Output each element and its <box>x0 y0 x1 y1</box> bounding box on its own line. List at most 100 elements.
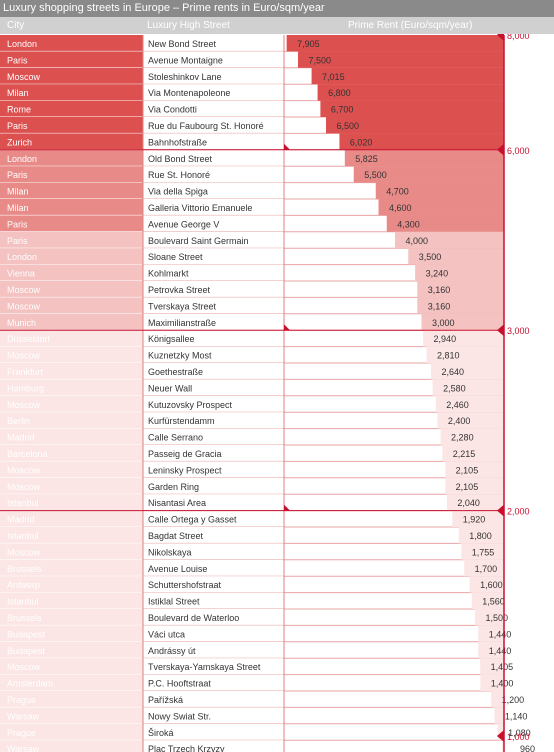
city-label: Istanbul <box>7 531 39 541</box>
street-label: Maximilianstraße <box>148 318 216 328</box>
city-label: Moscow <box>7 662 41 672</box>
rent-value-label: 5,825 <box>355 154 378 164</box>
rent-bar <box>408 248 504 265</box>
row-street-cell <box>143 51 284 68</box>
row-street-cell <box>143 379 284 396</box>
row-city-cell <box>0 149 143 167</box>
rent-bar <box>464 559 504 577</box>
city-label: Paris <box>7 236 28 246</box>
rent-value-label: 1,405 <box>491 662 514 672</box>
street-label: Istiklal Street <box>148 597 200 607</box>
row-street-cell <box>143 609 284 626</box>
rent-value-label: 1,440 <box>489 629 512 639</box>
row-street-cell <box>143 740 284 752</box>
rent-bar <box>461 543 504 560</box>
rent-value-label: 2,280 <box>451 433 474 443</box>
street-label: Bagdat Street <box>148 531 204 541</box>
rent-value-label: 1,400 <box>491 679 514 689</box>
group-marker <box>284 324 290 331</box>
rent-value-label: 1,140 <box>505 711 528 721</box>
row-city-cell <box>0 84 143 101</box>
rent-bar <box>286 35 504 52</box>
header-rent: Prime Rent (Euro/sqm/year) <box>348 20 473 31</box>
rent-value-label: 4,300 <box>397 219 420 229</box>
rent-bar <box>423 330 504 347</box>
street-label: Calle Serrano <box>148 433 203 443</box>
row-city-cell <box>0 281 143 298</box>
row-city-cell <box>0 494 143 511</box>
row-city-cell <box>0 346 143 363</box>
row-street-cell <box>143 658 284 675</box>
row-street-cell <box>143 281 284 298</box>
city-label: Moscow <box>7 351 41 361</box>
row-city-cell <box>0 51 143 68</box>
street-label: Petrovka Street <box>148 285 211 295</box>
axis-tick-marker <box>497 504 504 517</box>
street-label: Kuznetzky Most <box>148 351 212 361</box>
row-city-cell <box>0 248 143 265</box>
row-street-cell <box>143 559 284 577</box>
rent-bar <box>298 51 504 68</box>
row-city-cell <box>0 199 143 216</box>
row-city-cell <box>0 658 143 675</box>
row-city-cell <box>0 330 143 347</box>
row-street-cell <box>143 625 284 642</box>
row-city-cell <box>0 67 143 85</box>
row-street-cell <box>143 576 284 593</box>
street-label: Leninsky Prospect <box>148 465 222 475</box>
rent-value-label: 1,500 <box>485 613 508 623</box>
row-city-cell <box>0 674 143 691</box>
city-label: Paris <box>7 170 28 180</box>
row-street-cell <box>143 149 284 167</box>
rent-value-label: 1,920 <box>463 515 486 525</box>
row-street-cell <box>143 641 284 659</box>
row-city-cell <box>0 592 143 609</box>
row-city-cell <box>0 625 143 642</box>
rent-value-label: 7,500 <box>308 55 331 65</box>
rent-bar <box>426 346 504 363</box>
city-label: Hamburg <box>7 383 44 393</box>
row-street-cell <box>143 445 284 462</box>
row-city-cell <box>0 215 143 232</box>
street-label: New Bond Street <box>148 39 217 49</box>
city-label: Rome <box>7 105 31 115</box>
row-street-cell <box>143 723 284 741</box>
street-label: Nikolskaya <box>148 547 192 557</box>
row-city-cell <box>0 117 143 134</box>
city-label: Antwerp <box>7 580 40 590</box>
rent-value-label: 2,040 <box>457 498 480 508</box>
row-street-cell <box>143 346 284 363</box>
street-label: Nowy Swiat Str. <box>148 711 211 721</box>
rent-bar <box>353 166 504 183</box>
rent-value-label: 1,700 <box>475 564 498 574</box>
rent-bar <box>442 445 504 462</box>
row-street-cell <box>143 297 284 314</box>
city-label: Paris <box>7 219 28 229</box>
city-label: Brussels <box>7 613 42 623</box>
rent-value-label: 2,215 <box>453 449 476 459</box>
rent-value-label: 6,800 <box>328 88 351 98</box>
rent-value-label: 2,460 <box>446 400 469 410</box>
row-street-cell <box>143 182 284 199</box>
row-city-cell <box>0 182 143 199</box>
city-label: Paris <box>7 55 28 65</box>
axis-tick-label: 8,000 <box>507 31 530 41</box>
city-label: Vienna <box>7 269 35 279</box>
row-city-cell <box>0 100 143 117</box>
rent-bar <box>317 84 504 101</box>
column-header-row: City Luxury High Street Prime Rent (Euro… <box>0 17 554 34</box>
rent-value-label: 3,160 <box>428 285 451 295</box>
rent-value-label: 3,160 <box>428 301 451 311</box>
street-label: Tverskaya Street <box>148 301 217 311</box>
rent-value-label: 7,905 <box>297 39 320 49</box>
street-label: Avenue George V <box>148 219 219 229</box>
row-city-cell <box>0 313 143 331</box>
row-city-cell <box>0 723 143 741</box>
rent-bar <box>415 264 504 281</box>
row-street-cell <box>143 84 284 101</box>
street-label: Kohlmarkt <box>148 269 189 279</box>
row-city-cell <box>0 461 143 478</box>
city-label: Warsaw <box>7 744 40 752</box>
street-label: Old Bond Street <box>148 154 213 164</box>
